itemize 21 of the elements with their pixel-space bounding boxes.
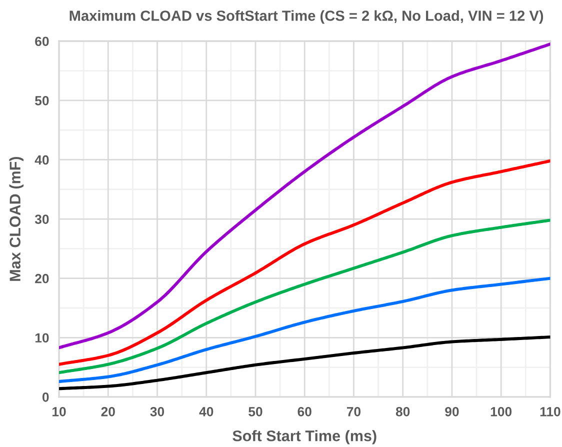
y-tick-label: 50 [35,96,49,106]
x-tick-label: 20 [101,407,115,416]
x-tick-label: 10 [52,407,66,416]
x-tick-label: 110 [540,407,560,416]
x-tick-label: 30 [150,407,164,416]
x-axis-title: Soft Start Time (ms) [232,430,376,444]
y-tick-label: 20 [35,274,49,284]
x-tick-label: 40 [199,407,214,416]
y-tick-label: 10 [35,333,49,343]
x-tick-label: 90 [445,407,459,416]
y-tick-label: 0 [42,392,49,402]
y-tick-label: 60 [35,36,49,46]
x-tick-label: 100 [490,407,512,416]
x-tick-label: 80 [396,407,410,416]
y-tick-label: 40 [34,155,49,165]
y-tick-label: 30 [34,214,49,224]
chart-title: Maximum CLOAD vs SoftStart Time (CS = 2 kΩ, No Load, VIN = 12 V) [70,10,544,24]
x-tick-label: 60 [298,407,312,416]
y-axis-title: Max CLOAD (mF) [9,156,24,281]
x-tick-label: 70 [346,407,361,416]
x-tick-label: 50 [248,407,262,416]
